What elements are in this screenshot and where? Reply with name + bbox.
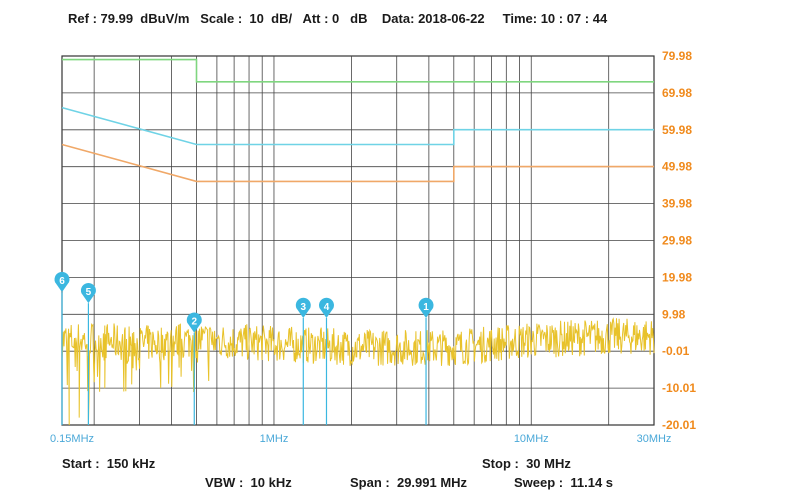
span-label: Span <box>350 475 382 490</box>
limit-lines <box>61 58 654 183</box>
sweep-label: Sweep <box>514 475 556 490</box>
header-info: Ref : 79.99 dBuV/m Scale : 10 dB/ Att : … <box>68 11 608 26</box>
trace-layer <box>61 317 655 426</box>
y-tick-label: 59.98 <box>662 123 692 137</box>
y-tick-label: 29.98 <box>662 234 692 248</box>
stop-value: 30 MHz <box>526 456 571 471</box>
x-axis-labels: 0.15MHz 1MHz 10MHz 30MHz <box>50 433 671 445</box>
marker-label-1: 1 <box>423 302 429 313</box>
marker-label-6: 6 <box>59 276 65 287</box>
att-value: 0 <box>332 11 340 26</box>
ref-value: 79.99 <box>100 11 134 26</box>
y-tick-label: 39.98 <box>662 197 692 211</box>
vbw-info: VBW : 10 kHz <box>205 475 292 490</box>
time-value: 10 : 07 : 44 <box>540 11 608 26</box>
marker-label-2: 2 <box>191 317 197 328</box>
y-tick-label: -10.01 <box>662 381 696 395</box>
att-label: Att <box>302 11 321 26</box>
limit-line-cyan <box>61 106 654 146</box>
scale-label: Scale <box>200 11 235 26</box>
marker-label-4: 4 <box>324 302 330 313</box>
y-tick-label: 69.98 <box>662 86 692 100</box>
y-tick-label: -0.01 <box>662 344 690 358</box>
marker-pin-6 <box>54 271 70 293</box>
markers: 6 5 2 3 4 1 <box>54 271 434 425</box>
y-tick-label: 9.98 <box>662 307 686 321</box>
date-value: 2018-06-22 <box>418 11 485 26</box>
start-label: Start <box>62 456 92 471</box>
x-tick-label: 30MHz <box>637 433 672 445</box>
marker-pin-3 <box>295 297 311 318</box>
marker-pin-4 <box>318 297 334 318</box>
y-tick-label: 19.98 <box>662 270 692 284</box>
stop-label: Stop <box>482 456 511 471</box>
y-tick-label: -20.01 <box>662 418 696 432</box>
marker-label-3: 3 <box>301 302 307 313</box>
att-unit: dB <box>350 11 368 26</box>
limit-line-orange <box>61 143 654 183</box>
sweep-info: Sweep : 11.14 s <box>514 475 614 490</box>
chart-grid <box>61 55 655 426</box>
stop-info: Stop : 30 MHz <box>482 456 571 471</box>
start-info: Start : 150 kHz <box>62 456 156 471</box>
time-label: Time <box>502 11 533 26</box>
ref-unit: dBuV/m <box>140 11 190 26</box>
y-tick-label: 49.98 <box>662 160 692 174</box>
marker-pin-1 <box>418 297 434 318</box>
x-tick-label: 0.15MHz <box>50 433 94 445</box>
sweep-value: 11.14 s <box>570 475 614 490</box>
span-value: 29.991 MHz <box>396 475 468 490</box>
x-tick-label: 10MHz <box>514 433 549 445</box>
marker-pin-2 <box>186 312 202 333</box>
vbw-value: 10 kHz <box>250 475 292 490</box>
vbw-label: VBW <box>205 475 236 490</box>
start-value: 150 kHz <box>106 456 156 471</box>
y-axis-labels: 79.98 69.98 59.98 49.98 39.98 29.98 19.98 9.98 -… <box>662 49 696 432</box>
limit-line-green <box>62 58 654 83</box>
measurement-trace <box>61 317 655 426</box>
date-label: Data <box>381 11 411 26</box>
scale-value: 10 <box>249 11 264 26</box>
marker-pin-5 <box>80 282 96 304</box>
x-tick-label: 1MHz <box>260 433 289 445</box>
y-tick-label: 79.98 <box>662 49 692 63</box>
ref-label: Ref <box>68 11 89 26</box>
marker-label-5: 5 <box>86 287 92 298</box>
span-info: Span : 29.991 MHz <box>350 475 468 490</box>
scale-unit: dB/ <box>271 11 293 26</box>
